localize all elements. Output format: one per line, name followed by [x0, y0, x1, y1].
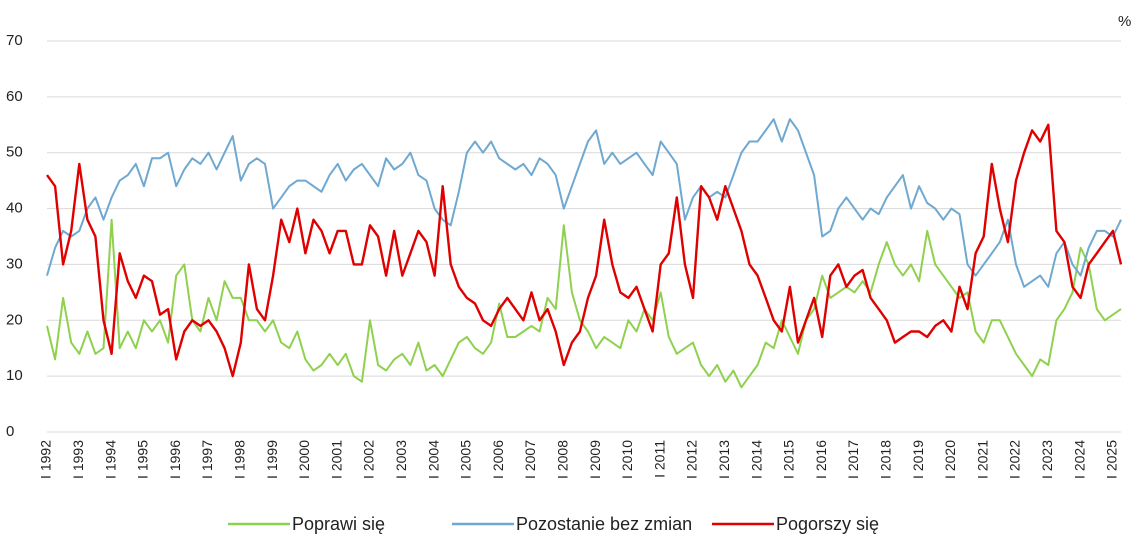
- y-tick-label: 40: [6, 200, 23, 217]
- x-tick-label: I 2000: [296, 440, 312, 479]
- series-line: [46, 118, 1122, 288]
- x-tick-label: I 2002: [361, 440, 377, 479]
- x-tick-label: I 1995: [135, 440, 151, 479]
- x-tick-label: I 2003: [393, 440, 409, 479]
- series-line: [46, 218, 1122, 389]
- x-tick-label: I 2022: [1007, 440, 1023, 479]
- y-tick-label: 50: [6, 144, 23, 161]
- x-tick-label: I 2019: [910, 440, 926, 479]
- x-tick-label: I 2014: [748, 440, 764, 479]
- series-line: [46, 123, 1123, 378]
- x-tick-label: I 1997: [199, 440, 215, 479]
- y-tick-label: 30: [6, 255, 23, 272]
- x-tick-label: I 1993: [70, 440, 86, 479]
- x-tick-label: I 2018: [878, 440, 894, 479]
- y-tick-label: 60: [6, 88, 23, 105]
- x-tick-label: I 2015: [781, 440, 797, 479]
- legend-label: Pozostanie bez zmian: [516, 514, 692, 534]
- y-tick-label: 10: [6, 367, 23, 384]
- x-tick-label: I 2005: [458, 440, 474, 479]
- unit-label: %: [1118, 13, 1131, 30]
- y-tick-label: 70: [6, 32, 23, 49]
- x-tick-label: I 2013: [716, 440, 732, 479]
- x-tick-label: I 1994: [102, 440, 118, 479]
- legend-label: Poprawi się: [292, 514, 385, 534]
- x-tick-label: I 1996: [167, 440, 183, 479]
- x-tick-label: I 2006: [490, 440, 506, 479]
- legend-label: Pogorszy się: [776, 514, 879, 534]
- x-tick-label: I 2008: [555, 440, 571, 479]
- x-tick-label: I 2004: [425, 440, 441, 479]
- x-tick-label: I 2007: [522, 440, 538, 479]
- x-tick-label: I 2020: [942, 440, 958, 479]
- x-tick-label: I 2017: [845, 440, 861, 479]
- x-tick-label: I 2012: [684, 440, 700, 479]
- x-tick-label: I 2025: [1104, 440, 1120, 479]
- x-tick-label: I 2009: [587, 440, 603, 479]
- x-tick-label: I 1998: [232, 440, 248, 479]
- x-tick-label: I 2001: [328, 440, 344, 479]
- x-tick-label: I 1992: [38, 440, 54, 479]
- x-tick-label: I 2010: [619, 440, 635, 479]
- y-tick-label: 0: [6, 423, 14, 440]
- x-tick-label: I 2011: [651, 440, 667, 478]
- y-tick-label: 20: [6, 311, 23, 328]
- x-tick-label: I 2021: [974, 440, 990, 479]
- x-tick-label: I 2016: [813, 440, 829, 479]
- x-tick-label: I 1999: [264, 440, 280, 479]
- x-tick-label: I 2023: [1039, 440, 1055, 479]
- x-tick-label: I 2024: [1071, 440, 1087, 479]
